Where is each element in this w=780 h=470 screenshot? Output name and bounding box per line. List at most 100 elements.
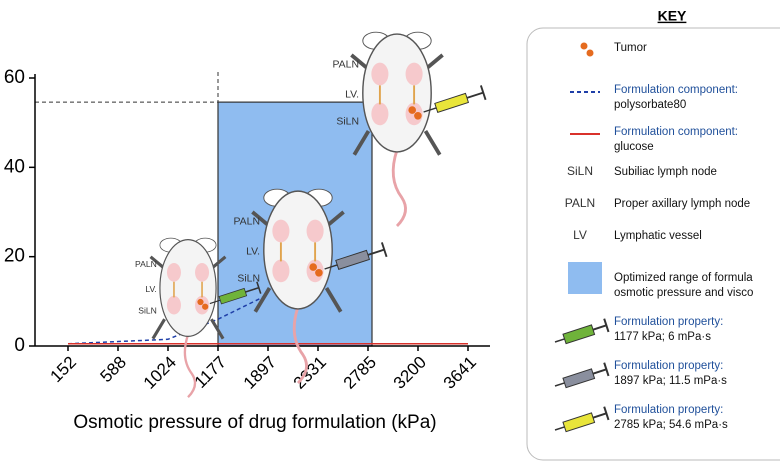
- lymph-node: [272, 219, 290, 243]
- lymph-node: [371, 62, 389, 86]
- syringe-needle: [554, 338, 565, 343]
- y-tick-label: 0: [14, 335, 25, 356]
- mouse-label: LV.: [246, 247, 260, 258]
- syringe-needle: [324, 264, 338, 270]
- key-text: Tumor: [614, 42, 647, 54]
- lymph-vessel: [378, 85, 416, 105]
- key-tumor: [586, 49, 594, 57]
- mouse-label: SiLN: [138, 306, 157, 316]
- mouse-tail: [391, 149, 407, 228]
- y-tick-label: 40: [4, 156, 25, 177]
- key-text: glucose: [614, 141, 654, 153]
- key-text: Formulation component:: [614, 84, 738, 96]
- x-tick-label: 588: [97, 353, 130, 386]
- syringe-handle: [603, 362, 610, 377]
- key-syringe: [554, 318, 610, 345]
- lymph-node: [166, 263, 181, 282]
- lymph-node: [306, 219, 324, 243]
- mouse-label: PALN: [135, 259, 157, 269]
- mouse-label: LV.: [345, 90, 359, 101]
- y-tick-label: 60: [4, 67, 25, 88]
- syringe-needle: [423, 107, 437, 113]
- mouse-body: [362, 33, 432, 153]
- syringe-plunger: [592, 368, 607, 375]
- syringe: [423, 85, 487, 114]
- key-tumor: [580, 42, 588, 50]
- syringe-needle: [209, 299, 221, 305]
- y-tick-label: 20: [4, 246, 25, 267]
- lymph-node: [195, 263, 210, 282]
- x-tick-label: 152: [47, 353, 80, 386]
- tumor: [408, 106, 416, 114]
- lymph-vessel: [279, 242, 317, 262]
- key-text: Formulation property:: [614, 404, 723, 416]
- lymph-vessel: [173, 281, 203, 298]
- syringe-needle: [554, 382, 565, 387]
- key-panel: [526, 27, 780, 461]
- syringe-barrel: [562, 324, 596, 345]
- x-axis-label: Osmotic pressure of drug formulation (kP…: [73, 412, 436, 433]
- x-tick-label: 3200: [390, 353, 430, 393]
- mouse-tail: [292, 306, 308, 385]
- mouse-label: SiLN: [336, 116, 359, 127]
- lymph-node: [272, 259, 290, 283]
- x-tick-label: 2785: [340, 353, 380, 393]
- lymph-node: [166, 295, 181, 315]
- mouse: PALN LV. SiLN: [234, 188, 388, 385]
- x-tick-label: 1177: [191, 353, 230, 392]
- key-text: Formulation property:: [614, 316, 723, 328]
- mouse-tail: [183, 334, 197, 399]
- syringe-plunger: [592, 412, 607, 419]
- key-syringe: [554, 406, 610, 433]
- lymph-node: [371, 102, 389, 126]
- key-text: Subiliac lymph node: [614, 166, 717, 178]
- key-syringe: [554, 362, 610, 389]
- syringe-plunger: [245, 286, 260, 293]
- syringe-handle: [380, 242, 388, 258]
- key-region: [568, 262, 602, 294]
- x-tick-label: 1024: [140, 353, 180, 393]
- key-text: 1897 kPa; 11.5 mPa·s: [614, 375, 727, 387]
- tumor: [315, 269, 323, 277]
- mouse-label: PALN: [234, 216, 261, 227]
- syringe-barrel: [434, 92, 470, 114]
- tumor: [309, 263, 317, 271]
- syringe-handle: [603, 406, 610, 421]
- lymph-node: [405, 62, 423, 86]
- key-text: Proper axillary lymph node: [614, 198, 750, 210]
- key-text: Optimized range of formula: [614, 272, 753, 284]
- syringe-plunger: [367, 248, 385, 256]
- mouse-leg: [149, 255, 227, 340]
- mouse-label: PALN: [333, 59, 360, 70]
- mouse-label: LV.: [145, 284, 156, 294]
- key-abbr: SiLN: [567, 164, 593, 178]
- mouse-body: [159, 239, 217, 337]
- syringe-plunger: [592, 324, 607, 331]
- x-tick-label: 1897: [240, 353, 280, 393]
- syringe-barrel: [562, 412, 596, 433]
- mouse-label: SiLN: [237, 273, 260, 284]
- syringe-handle: [256, 281, 262, 294]
- mouse: PALN LV. SiLN: [333, 31, 487, 228]
- syringe-needle: [554, 426, 565, 431]
- mouse-leg: [251, 210, 345, 313]
- key-title: KEY: [658, 8, 687, 24]
- syringe-barrel: [335, 249, 371, 271]
- mouse: PALN LV. SiLN: [135, 237, 262, 399]
- mouse-body: [263, 190, 333, 310]
- mouse-leg: [350, 53, 444, 156]
- key-abbr: PALN: [565, 196, 595, 210]
- x-tick-label: 2331: [290, 353, 330, 393]
- syringe: [209, 281, 262, 305]
- key-text: 2785 kPa; 54.6 mPa·s: [614, 419, 728, 431]
- syringe-handle: [479, 85, 487, 101]
- syringe-plunger: [466, 91, 484, 99]
- key-text: polysorbate80: [614, 99, 686, 111]
- key-text: Formulation component:: [614, 126, 738, 138]
- key-text: osmotic pressure and visco: [614, 287, 753, 299]
- tumor: [202, 303, 209, 310]
- tumor: [414, 112, 422, 120]
- syringe-handle: [603, 318, 610, 333]
- key-text: 1177 kPa; 6 mPa·s: [614, 331, 711, 343]
